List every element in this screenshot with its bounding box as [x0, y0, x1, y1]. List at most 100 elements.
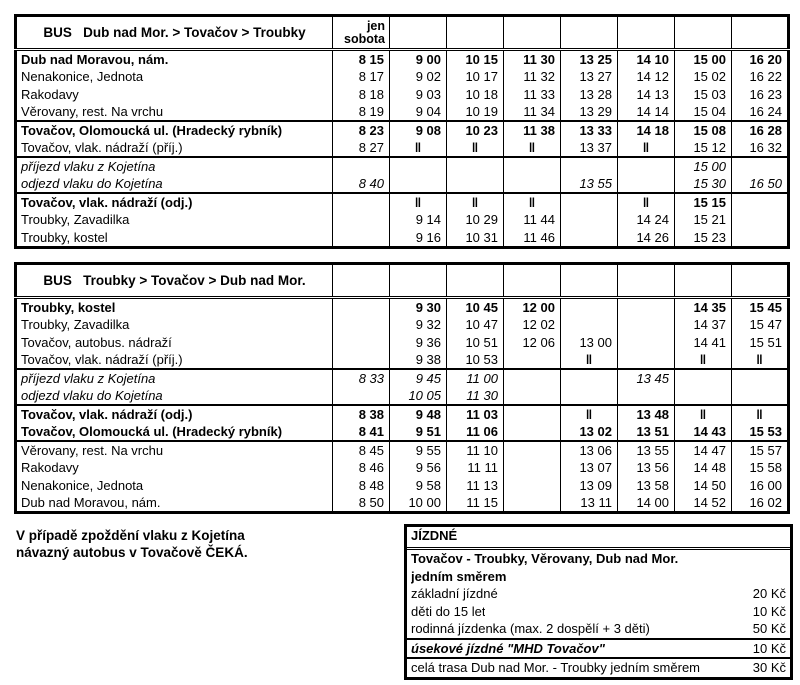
fare-price: 10 Kč [752, 640, 786, 656]
time-cell: 10 23 [446, 120, 504, 139]
time-cell: 11 10 [446, 440, 504, 459]
station-cell: Tovačov, autobus. nádraží [15, 333, 333, 351]
header-row: BUS Troubky > Tovačov > Dub nad Mor. [15, 263, 789, 299]
service-restriction-header [332, 263, 390, 299]
time-cell [560, 192, 618, 211]
time-cell: 9 58 [389, 476, 447, 494]
time-cell: 11 11 [446, 459, 504, 477]
time-cell: 11 32 [503, 68, 561, 86]
no-stop-mark: ‖ [617, 192, 675, 211]
time-cell [332, 316, 390, 334]
time-cell [503, 494, 561, 513]
time-cell: 15 23 [674, 228, 732, 247]
station-cell: odjezd vlaku do Kojetína [15, 387, 333, 405]
time-cell [617, 387, 675, 405]
time-cell: 13 58 [617, 476, 675, 494]
timetable-row: Rakodavy 8 18 9 03 10 18 11 33 13 28 14 13 15 0… [15, 85, 789, 103]
time-cell: 12 00 [503, 297, 561, 316]
time-cell: 12 02 [503, 316, 561, 334]
time-cell: 15 00 [674, 156, 732, 175]
time-cell: 9 45 [389, 368, 447, 387]
fare-row: základní jízdné 20 Kč [407, 585, 790, 603]
time-cell [503, 351, 561, 369]
time-cell: 8 46 [332, 459, 390, 477]
time-cell [731, 192, 789, 211]
no-stop-mark: ‖ [389, 139, 447, 157]
time-cell [560, 211, 618, 229]
time-cell: 13 02 [560, 423, 618, 441]
time-cell: 15 04 [674, 103, 732, 121]
time-cell [332, 156, 390, 175]
time-cell: 14 43 [674, 423, 732, 441]
time-cell: 15 47 [731, 316, 789, 334]
time-cell: 9 55 [389, 440, 447, 459]
time-cell [560, 387, 618, 405]
time-cell: 13 51 [617, 423, 675, 441]
route-title-return: BUS Troubky > Tovačov > Dub nad Mor. [15, 263, 333, 299]
time-cell [503, 423, 561, 441]
time-cell: 11 38 [503, 120, 561, 139]
timetable-row: Troubky, Zavadilka 9 14 10 29 11 44 14 24 15 … [15, 211, 789, 229]
timetable-return: BUS Troubky > Tovačov > Dub nad Mor. Tro… [14, 262, 790, 514]
time-cell: 8 48 [332, 476, 390, 494]
time-cell: 15 02 [674, 68, 732, 86]
time-cell [617, 351, 675, 369]
station-cell: Troubky, Zavadilka [15, 316, 333, 334]
time-cell: 14 41 [674, 333, 732, 351]
time-cell: 14 47 [674, 440, 732, 459]
station-cell: Tovačov, vlak. nádraží (příj.) [15, 139, 333, 157]
time-cell: 11 33 [503, 85, 561, 103]
time-cell [731, 368, 789, 387]
time-cell: 8 33 [332, 368, 390, 387]
fare-rows: Tovačov - Troubky, Věrovany, Dub nad Mor… [407, 550, 790, 677]
timetable-row: Tovačov, Olomoucká ul. (Hradecký rybník)… [15, 423, 789, 441]
time-cell [731, 387, 789, 405]
station-cell: Dub nad Moravou, nám. [15, 494, 333, 513]
time-cell: 13 07 [560, 459, 618, 477]
time-cell [560, 368, 618, 387]
time-cell: 8 27 [332, 139, 390, 157]
time-cell [332, 192, 390, 211]
time-cell [617, 316, 675, 334]
time-cell: 14 24 [617, 211, 675, 229]
fare-price: 10 Kč [752, 603, 786, 619]
service-restriction-line2: sobota [344, 31, 385, 46]
no-stop-mark: ‖ [731, 404, 789, 423]
time-cell: 9 30 [389, 297, 447, 316]
time-cell [332, 387, 390, 405]
time-cell: 14 18 [617, 120, 675, 139]
timetable-row: Dub nad Moravou, nám. 8 15 9 00 10 15 11 30 1… [15, 49, 789, 68]
time-cell: 9 36 [389, 333, 447, 351]
timetable-outbound: BUS Dub nad Mor. > Tovačov > Troubky jen… [14, 14, 790, 249]
station-cell: Tovačov, Olomoucká ul. (Hradecký rybník) [15, 423, 333, 441]
time-col-header [446, 15, 504, 51]
time-cell: 8 19 [332, 103, 390, 121]
time-cell: 9 51 [389, 423, 447, 441]
time-cell: 15 03 [674, 85, 732, 103]
time-cell [674, 368, 732, 387]
fare-row: rodinná jízdenka (max. 2 dospělí + 3 dět… [407, 620, 790, 638]
time-cell: 15 08 [674, 120, 732, 139]
time-cell: 8 15 [332, 49, 390, 68]
time-cell: 14 10 [617, 49, 675, 68]
no-stop-mark: ‖ [503, 139, 561, 157]
no-stop-mark: ‖ [560, 404, 618, 423]
time-cell: 11 44 [503, 211, 561, 229]
time-cell: 14 37 [674, 316, 732, 334]
time-cell: 13 00 [560, 333, 618, 351]
time-cell [617, 297, 675, 316]
time-cell [560, 297, 618, 316]
time-cell: 10 15 [446, 49, 504, 68]
time-cell [560, 156, 618, 175]
timetable-row: Tovačov, vlak. nádraží (příj.) 8 27 ‖ ‖ ‖ 13 … [15, 139, 789, 157]
timetable-row: Dub nad Moravou, nám. 8 50 10 00 11 15 13 11… [15, 494, 789, 513]
fare-price: 50 Kč [752, 621, 786, 637]
timetable-row: Tovačov, vlak. nádraží (odj.) 8 38 9 48 11 … [15, 404, 789, 423]
time-cell: 10 51 [446, 333, 504, 351]
time-cell: 9 08 [389, 120, 447, 139]
time-cell: 16 02 [731, 494, 789, 513]
time-cell: 11 46 [503, 228, 561, 247]
time-cell [332, 297, 390, 316]
time-cell: 15 51 [731, 333, 789, 351]
time-cell [503, 459, 561, 477]
